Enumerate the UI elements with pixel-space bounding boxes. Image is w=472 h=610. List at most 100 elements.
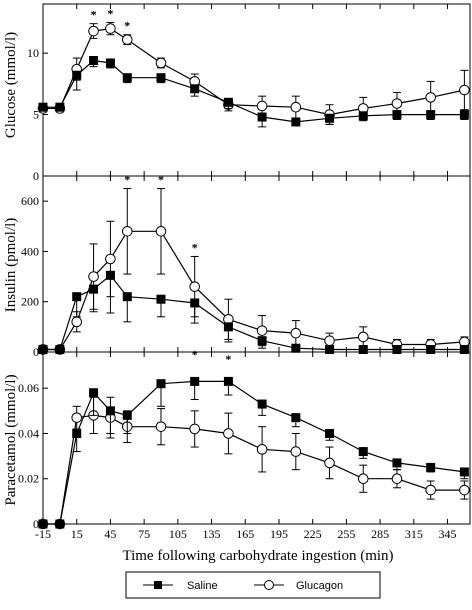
y-axis-label-paracetamol: Paracetamol (mmol/l) (3, 374, 19, 505)
y-tick-label-glucose: 0 (33, 169, 39, 183)
y-tick-label-glucose: 5 (33, 108, 39, 122)
data-point-saline (358, 111, 368, 121)
data-point-glucagon (155, 226, 167, 237)
y-tick-label-paracetamol: 0.02 (18, 472, 39, 486)
data-point-saline (426, 110, 436, 120)
series-glucagon-insulin (37, 188, 470, 355)
legend-glucagon-marker (264, 580, 274, 590)
data-point-saline (223, 322, 233, 332)
x-tick-label: 285 (371, 527, 389, 541)
x-tick-label: 255 (337, 527, 355, 541)
data-point-glucagon (88, 271, 99, 282)
x-tick-label: -15 (35, 527, 51, 541)
series-line (43, 230, 465, 351)
data-point-saline (257, 399, 267, 409)
y-tick-label-insulin: 0 (33, 345, 39, 359)
data-point-saline (325, 113, 335, 123)
significance-marker: * (124, 19, 130, 33)
data-point-saline (89, 388, 99, 398)
data-point-saline (223, 376, 233, 386)
y-tick-label-paracetamol: 0.04 (18, 426, 39, 440)
data-point-saline (122, 292, 132, 302)
panel-glucose: Glucose (mmol/l) 0 5 10 * * * (3, 3, 471, 183)
x-tick-label: 15 (71, 527, 83, 541)
series-line (43, 380, 465, 525)
plot-frame-insulin (42, 175, 471, 353)
data-point-saline (459, 467, 469, 477)
data-point-glucagon (189, 423, 200, 435)
y-tick-label-insulin: 200 (21, 295, 39, 309)
series-line (43, 414, 465, 525)
legend-glucagon-label: Glucagon (296, 580, 343, 592)
significance-marker: * (158, 173, 164, 187)
data-point-saline (291, 413, 301, 423)
series-glucagon-paracetamol (37, 396, 470, 530)
data-point-saline (291, 117, 301, 127)
y-axis-label-glucose: Glucose (mmol/l) (3, 32, 19, 138)
panel-insulin: Insulin (pmol/l) 0 200 400 600 * * * (3, 173, 471, 359)
panel-paracetamol: Paracetamol (mmol/l) 0 0.02 0.04 0.06 * * (3, 347, 471, 531)
significance-marker: * (124, 173, 130, 187)
data-point-saline (38, 344, 48, 354)
data-point-glucagon (324, 335, 335, 346)
significance-marker: * (192, 347, 198, 361)
data-point-saline (190, 376, 200, 386)
data-point-saline (190, 298, 200, 308)
data-point-saline (358, 344, 368, 354)
data-point-glucagon (256, 444, 268, 455)
data-point-saline (156, 73, 166, 83)
data-point-saline (223, 97, 233, 107)
data-point-saline (392, 344, 402, 354)
series-saline-insulin (38, 270, 469, 354)
data-point-saline (426, 462, 436, 472)
significance-marker: * (225, 352, 231, 366)
data-point-glucagon (189, 281, 200, 292)
significance-marker: * (107, 6, 113, 20)
data-point-saline (55, 102, 65, 112)
data-point-saline (89, 284, 99, 294)
data-point-glucagon (256, 100, 268, 112)
series-saline-paracetamol (38, 376, 469, 529)
x-tick-label: 315 (405, 527, 423, 541)
significance-marker: * (192, 240, 198, 254)
series-line (43, 27, 465, 116)
data-point-saline (325, 428, 335, 438)
series-line (43, 274, 465, 351)
series-saline-glucose (38, 56, 469, 128)
data-point-saline (72, 428, 82, 438)
significance-marker: * (91, 8, 97, 22)
data-point-saline (55, 519, 65, 529)
data-point-glucagon (71, 412, 83, 423)
data-point-saline (291, 343, 301, 353)
plot-frame-paracetamol (42, 351, 471, 525)
x-axis-label: Time following carbohydrate ingestion (m… (122, 548, 393, 564)
x-tick-label: 225 (304, 527, 322, 541)
data-point-glucagon (357, 473, 369, 485)
data-point-glucagon (88, 25, 99, 37)
data-point-glucagon (391, 98, 403, 109)
x-tick-label: 345 (439, 527, 457, 541)
y-tick-label-insulin: 600 (21, 194, 39, 208)
data-point-glucagon (155, 57, 167, 69)
y-tick-label-paracetamol: 0 (33, 517, 39, 531)
x-tick-label: 105 (169, 527, 187, 541)
legend-saline-label: Saline (187, 580, 218, 592)
data-point-glucagon (459, 84, 470, 96)
data-point-glucagon (290, 446, 302, 457)
data-point-glucagon (105, 253, 116, 265)
y-tick-label-glucose: 10 (27, 46, 39, 60)
data-point-glucagon (290, 327, 302, 339)
data-point-glucagon (105, 23, 116, 34)
data-point-saline (105, 270, 115, 280)
data-point-saline (156, 294, 166, 304)
data-point-saline (89, 56, 99, 66)
series-glucagon-glucose (37, 21, 470, 125)
data-point-saline (426, 344, 436, 354)
y-tick-label-paracetamol: 0.06 (18, 381, 39, 395)
x-tick-label: 135 (203, 527, 221, 541)
data-point-glucagon (121, 34, 133, 45)
data-point-saline (190, 84, 200, 94)
data-point-glucagon (155, 421, 167, 432)
